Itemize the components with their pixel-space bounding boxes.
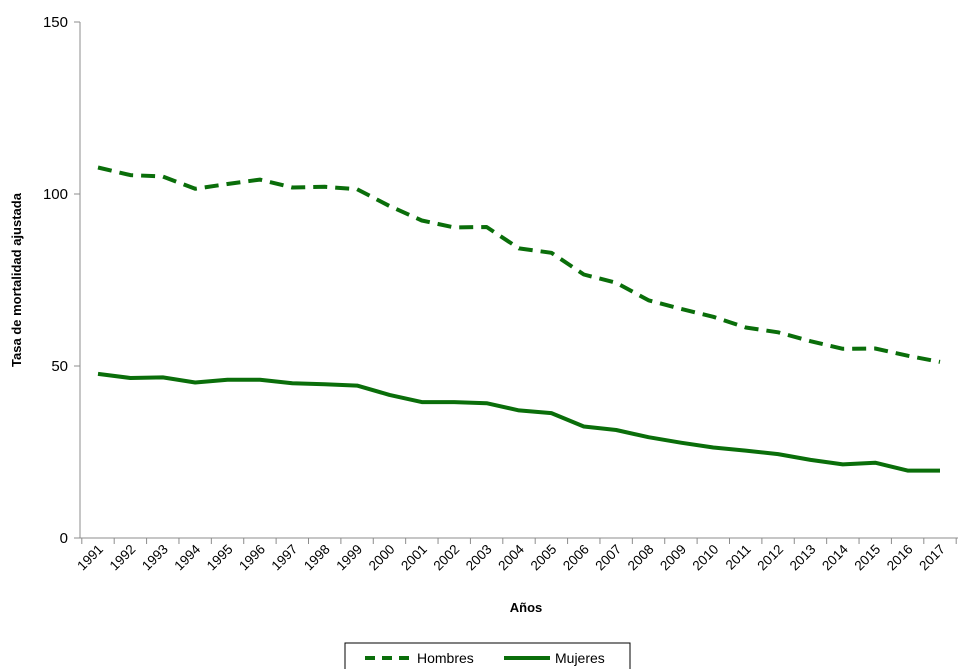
y-tick-label: 0 bbox=[60, 530, 68, 547]
x-tick-label: 1997 bbox=[269, 542, 301, 574]
x-tick-label: 2015 bbox=[851, 542, 883, 574]
y-axis-title: Tasa de mortalidad ajustada bbox=[9, 192, 24, 367]
x-tick-label: 1998 bbox=[301, 542, 333, 574]
y-tick-label: 50 bbox=[51, 358, 68, 375]
y-tick-label: 100 bbox=[43, 186, 68, 203]
x-tick-label: 2000 bbox=[366, 542, 398, 574]
x-tick-label: 2009 bbox=[657, 542, 689, 574]
x-tick-label: 2014 bbox=[819, 541, 851, 573]
x-tick-label: 2016 bbox=[884, 542, 916, 574]
x-tick-label: 1991 bbox=[74, 542, 106, 574]
x-tick-label: 2001 bbox=[398, 542, 430, 574]
x-tick-label: 2002 bbox=[430, 542, 462, 574]
x-tick-label: 1992 bbox=[107, 542, 139, 574]
x-tick-label: 1994 bbox=[171, 541, 203, 573]
x-tick-label: 1996 bbox=[236, 542, 268, 574]
legend-label-mujeres: Mujeres bbox=[555, 650, 605, 666]
legend: Hombres Mujeres bbox=[344, 642, 631, 669]
x-axis-title: Años bbox=[510, 600, 543, 615]
x-tick-label: 2013 bbox=[787, 542, 819, 574]
series-line-hombres bbox=[97, 165, 941, 364]
x-tick-label: 1995 bbox=[204, 542, 236, 574]
x-tick-label: 2007 bbox=[592, 542, 624, 574]
x-tick-label: 2003 bbox=[463, 542, 495, 574]
y-tick-group: 0 50 100 150 bbox=[43, 14, 80, 547]
series-group bbox=[97, 165, 941, 473]
x-tick-label: 2010 bbox=[690, 542, 722, 574]
x-tick-label: 2006 bbox=[560, 542, 592, 574]
legend-label-hombres: Hombres bbox=[417, 650, 474, 666]
x-tick-label: 2011 bbox=[723, 542, 754, 573]
x-tick-group: 1991 1992 1993 1994 1995 1996 1997 1998 1999 2000… bbox=[74, 538, 957, 574]
legend-box bbox=[344, 642, 631, 669]
y-tick-label: 150 bbox=[43, 14, 68, 31]
chart-axes bbox=[79, 22, 958, 539]
x-tick-label: 1993 bbox=[139, 542, 171, 574]
x-tick-label: 1999 bbox=[333, 542, 365, 574]
x-tick-label: 2012 bbox=[754, 542, 786, 574]
series-line-mujeres bbox=[97, 371, 940, 473]
x-tick-label: 2017 bbox=[916, 542, 948, 574]
x-tick-label: 2008 bbox=[625, 542, 657, 574]
x-tick-label: 2005 bbox=[528, 542, 560, 574]
x-tick-label: 2004 bbox=[495, 541, 527, 573]
